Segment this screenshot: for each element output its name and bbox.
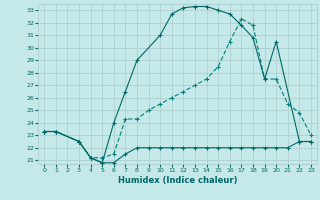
X-axis label: Humidex (Indice chaleur): Humidex (Indice chaleur) (118, 176, 237, 185)
